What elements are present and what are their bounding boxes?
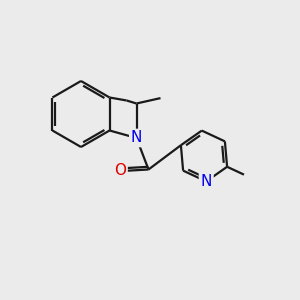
Text: O: O: [114, 164, 126, 178]
Text: N: N: [131, 130, 142, 146]
Text: N: N: [200, 174, 212, 189]
